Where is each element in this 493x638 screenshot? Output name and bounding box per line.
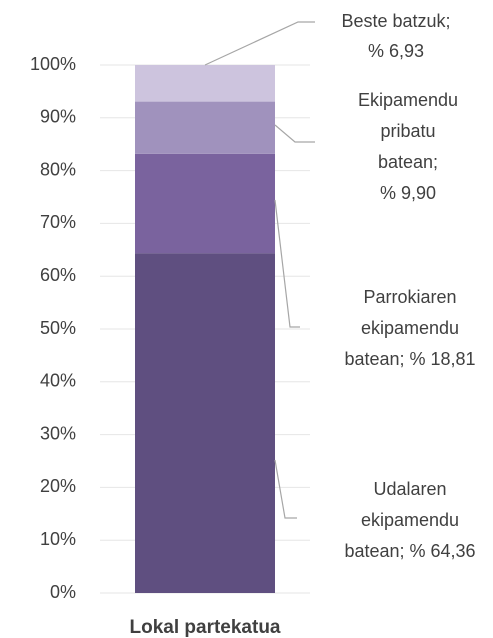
label-line: Beste batzuk; — [341, 11, 450, 31]
data-label: Udalaren ekipamendu batean; % 64,36 — [344, 479, 475, 561]
data-label: Ekipamendu pribatu batean; % 9,90 — [358, 90, 458, 203]
label-line: ekipamendu — [361, 510, 459, 530]
y-tick-label: 0% — [50, 582, 76, 602]
leader-line — [274, 459, 297, 519]
y-tick-label: 70% — [40, 212, 76, 232]
y-tick-label: 80% — [40, 159, 76, 179]
label-line: pribatu — [380, 121, 435, 141]
leader-line — [204, 21, 315, 66]
bar-segment — [135, 253, 275, 593]
bar-segment — [135, 101, 275, 154]
y-tick-label: 40% — [40, 371, 76, 391]
data-label: Parrokiaren ekipamendu batean; % 18,81 — [344, 287, 475, 369]
y-tick-label: 90% — [40, 107, 76, 127]
label-line: Parrokiaren — [363, 287, 456, 307]
bar-segment — [135, 65, 275, 102]
bar-segment — [135, 153, 275, 254]
y-tick-label: 30% — [40, 423, 76, 443]
data-label: Beste batzuk; % 6,93 — [341, 11, 450, 61]
label-line: ekipamendu — [361, 318, 459, 338]
label-line: Udalaren — [373, 479, 446, 499]
leader-line — [274, 199, 300, 328]
label-line: batean; — [378, 152, 438, 172]
y-tick-label: 50% — [40, 318, 76, 338]
y-tick-label: 10% — [40, 529, 76, 549]
label-line: % 9,90 — [380, 183, 436, 203]
label-line: % 6,93 — [368, 41, 424, 61]
category-label: Lokal partekatua — [130, 617, 281, 638]
label-line: Ekipamendu — [358, 90, 458, 110]
y-tick-label: 20% — [40, 476, 76, 496]
y-tick-label: 100% — [30, 54, 76, 74]
leader-line — [274, 124, 315, 143]
label-line: batean; % 18,81 — [344, 349, 475, 369]
label-line: batean; % 64,36 — [344, 541, 475, 561]
y-tick-label: 60% — [40, 265, 76, 285]
